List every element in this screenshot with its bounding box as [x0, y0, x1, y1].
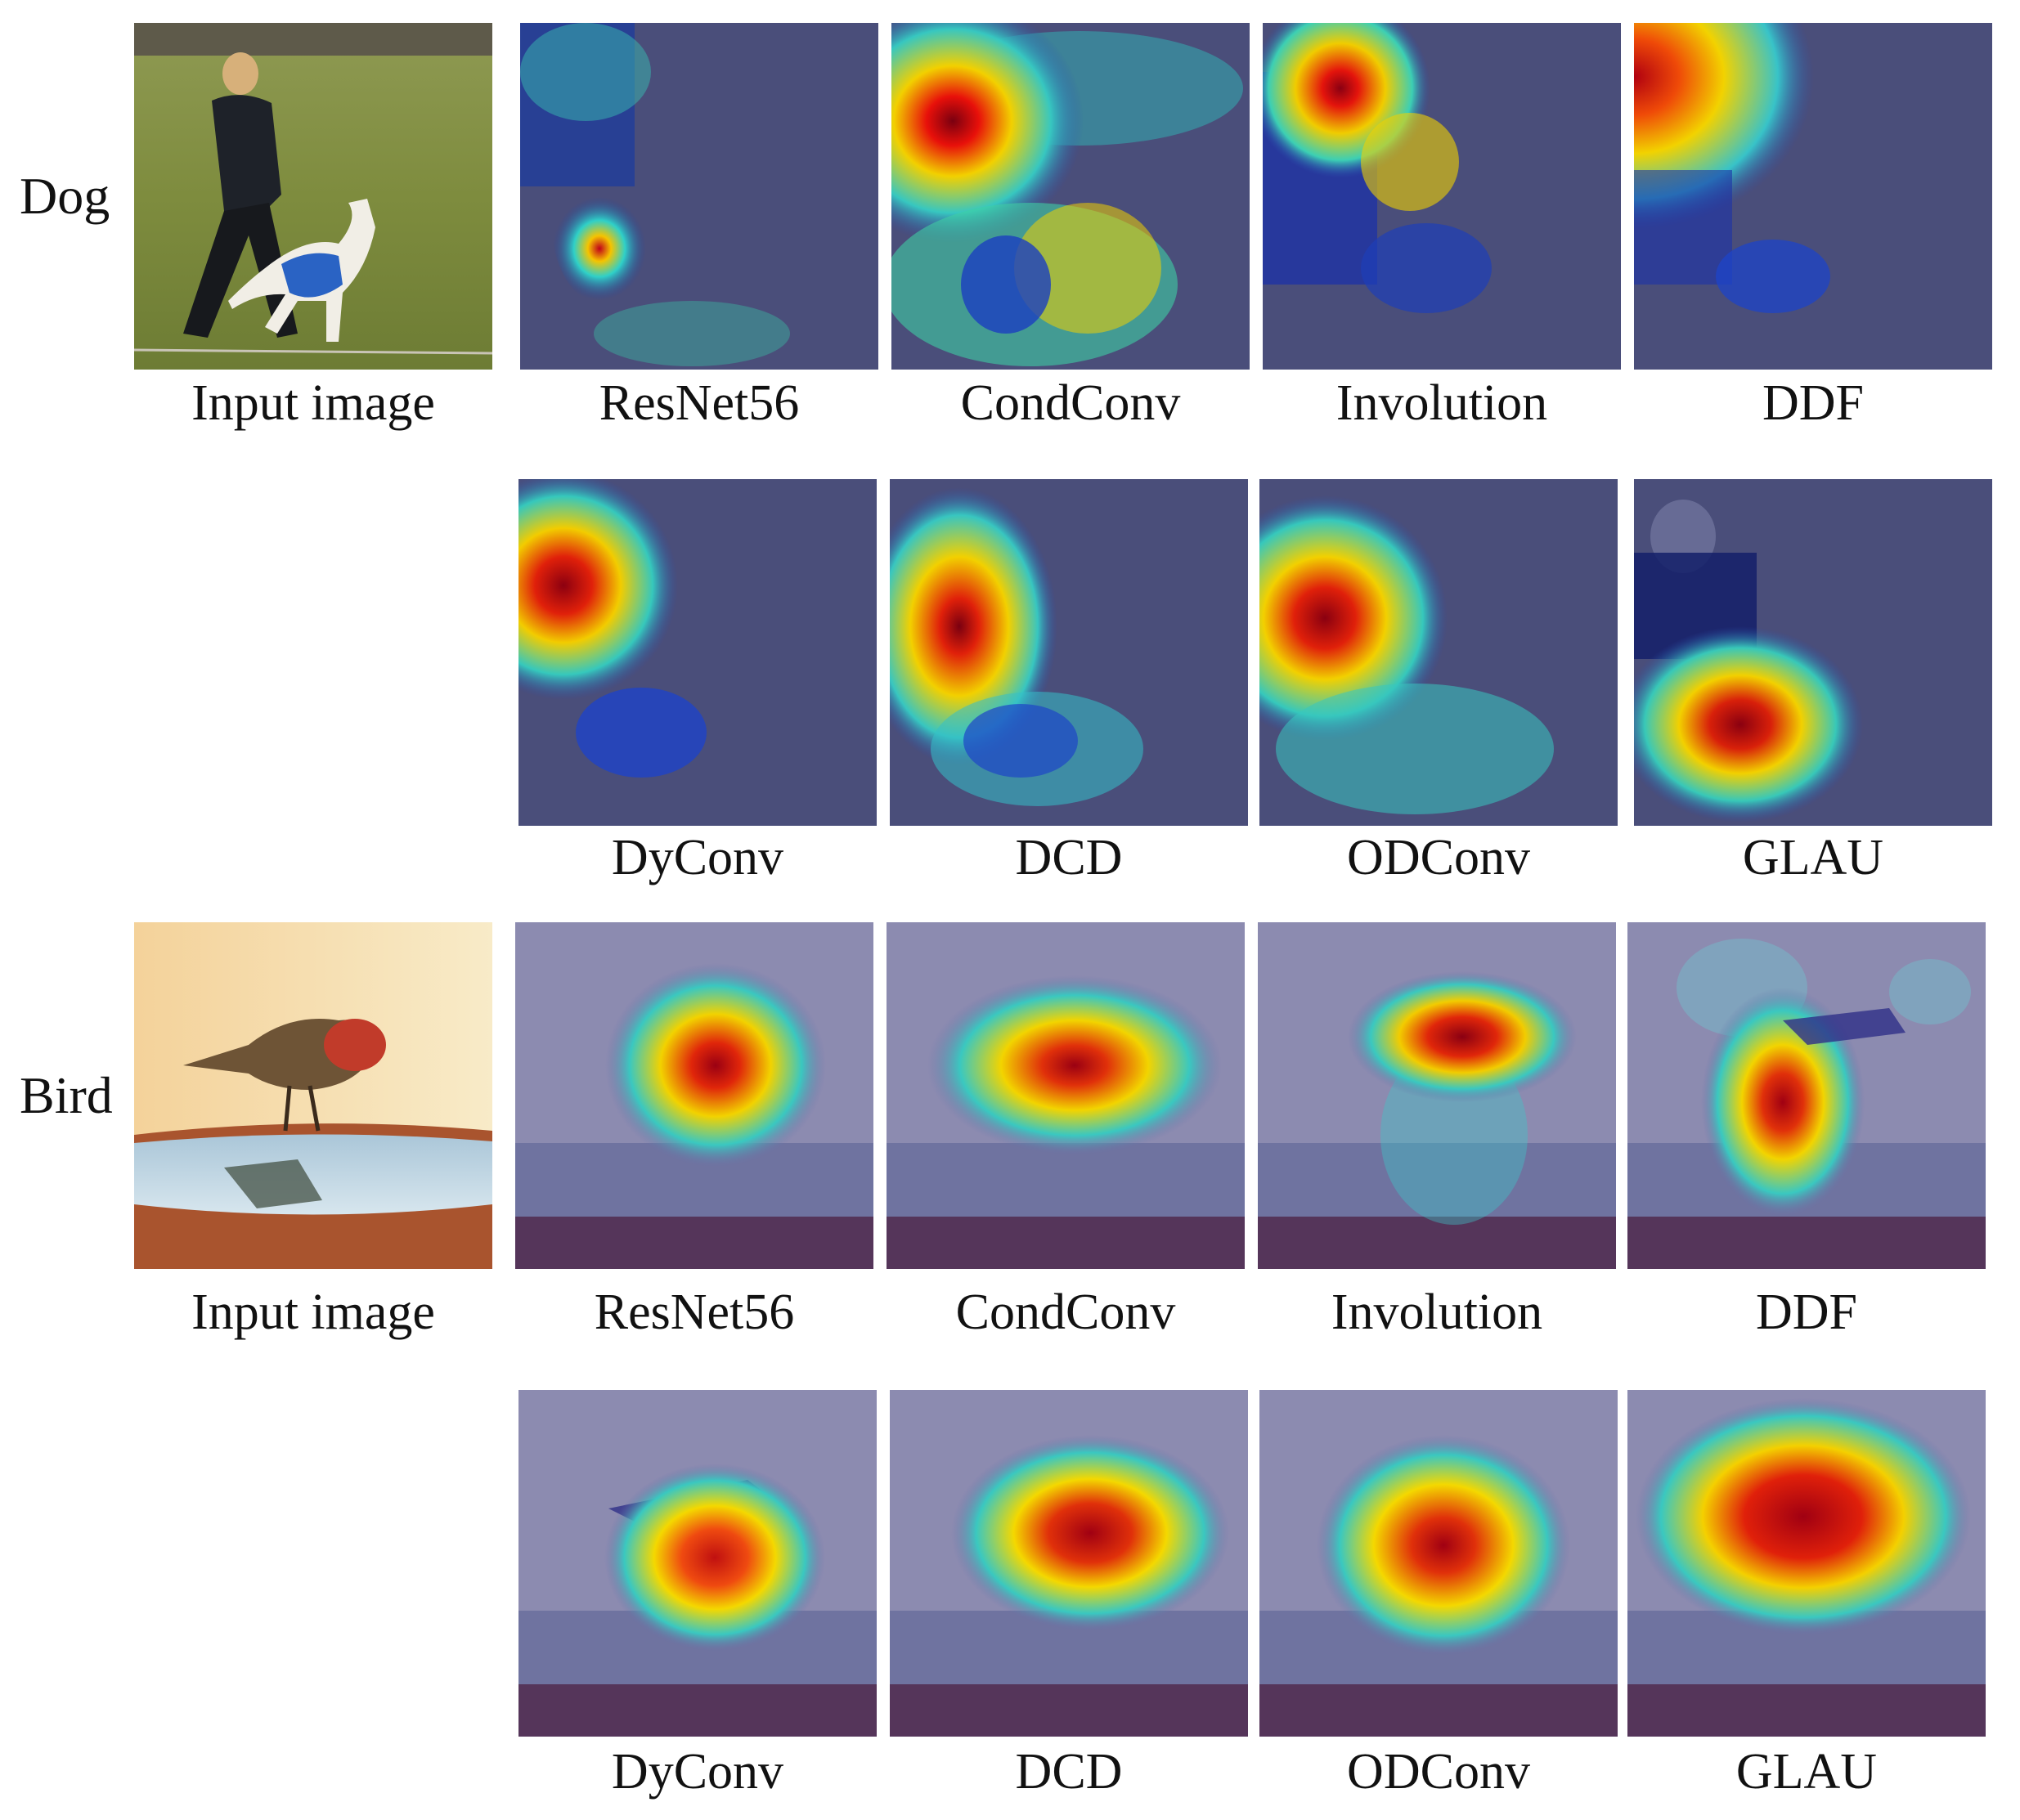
row-label-bird: Bird: [20, 1066, 113, 1124]
dog-heatmap-resnet56: [520, 23, 878, 370]
caption-dog-input: Input image: [191, 375, 435, 431]
dog-input-image: [134, 23, 492, 370]
row-label-dog: Dog: [20, 167, 110, 225]
caption-bird-input: Input image: [191, 1284, 435, 1340]
bird-heatmap-resnet56: [515, 922, 873, 1269]
caption-bird-odconv: ODConv: [1347, 1744, 1530, 1800]
caption-dog-resnet56: ResNet56: [599, 375, 800, 431]
caption-bird-dyconv: DyConv: [611, 1744, 784, 1800]
bird-heatmap-condconv: [887, 922, 1245, 1269]
caption-dog-involution: Involution: [1335, 375, 1548, 431]
dog-heatmap-condconv: [891, 23, 1250, 370]
caption-dog-odconv: ODConv: [1347, 830, 1530, 885]
caption-dog-glau: GLAU: [1742, 830, 1884, 885]
caption-bird-resnet56: ResNet56: [594, 1284, 795, 1340]
caption-bird-glau: GLAU: [1735, 1744, 1878, 1800]
caption-dog-dcd: DCD: [1015, 830, 1123, 885]
dog-heatmap-dyconv: [518, 479, 877, 826]
bird-heatmap-dcd: [890, 1390, 1248, 1737]
caption-dog-dyconv: DyConv: [611, 830, 784, 885]
bird-heatmap-glau: [1627, 1390, 1986, 1737]
caption-dog-condconv: CondConv: [960, 375, 1181, 431]
dog-heatmap-ddf: [1634, 23, 1992, 370]
caption-bird-involution: Involution: [1331, 1284, 1543, 1340]
bird-heatmap-odconv: [1259, 1390, 1618, 1737]
dog-heatmap-dcd: [890, 479, 1248, 826]
dog-heatmap-glau: [1634, 479, 1992, 826]
dog-heatmap-involution: [1263, 23, 1621, 370]
bird-heatmap-dyconv: [518, 1390, 877, 1737]
caption-bird-condconv: CondConv: [955, 1284, 1176, 1340]
bird-input-image: [134, 922, 492, 1269]
caption-bird-dcd: DCD: [1015, 1744, 1123, 1800]
bird-heatmap-involution: [1258, 922, 1616, 1269]
dog-heatmap-odconv: [1259, 479, 1618, 826]
caption-bird-ddf: DDF: [1755, 1284, 1858, 1340]
bird-heatmap-ddf: [1627, 922, 1986, 1269]
caption-dog-ddf: DDF: [1762, 375, 1865, 431]
